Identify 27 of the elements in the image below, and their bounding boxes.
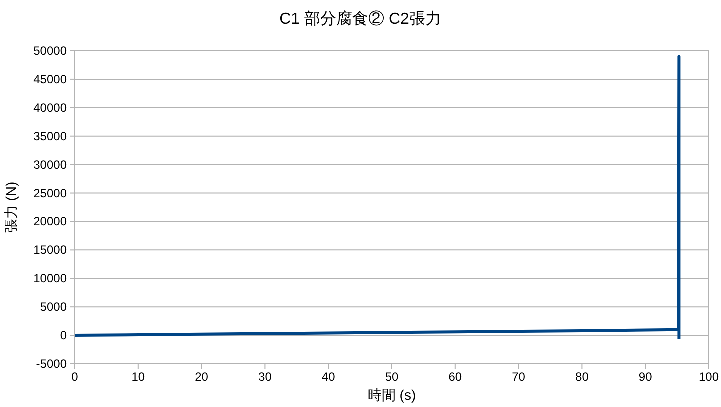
y-tick-label: 50000	[34, 44, 68, 58]
chart-title: C1 部分腐食② C2張力	[280, 10, 442, 28]
x-tick-label: 20	[195, 370, 209, 384]
y-tick-label: 5000	[40, 300, 68, 314]
y-tick-label: 25000	[34, 186, 68, 200]
x-tick-label: 100	[698, 370, 720, 384]
y-tick-label: 0	[60, 328, 68, 343]
y-tick-label: -5000	[36, 357, 68, 371]
x-tick-label: 50	[385, 370, 399, 384]
y-tick-label: 35000	[34, 129, 68, 144]
x-tick-label: 90	[638, 370, 653, 384]
y-tick-label: 10000	[34, 272, 68, 286]
x-tick-label: 80	[576, 370, 590, 384]
line-series	[74, 55, 681, 342]
y-axis-title: 張力 (N)	[3, 182, 19, 234]
x-tick-label: 10	[132, 370, 146, 384]
y-tick-label: 45000	[34, 72, 68, 86]
x-tick-label: 0	[72, 370, 79, 384]
x-axis-title: 時間 (s)	[368, 387, 416, 403]
y-tick-label: 20000	[34, 214, 68, 229]
x-tick-label: 40	[322, 370, 336, 384]
x-tick-label: 60	[448, 370, 462, 384]
y-tick-label: 30000	[34, 158, 68, 172]
y-tick-label: 40000	[34, 100, 68, 115]
x-tick-label: 30	[258, 370, 272, 384]
y-tick-label: 15000	[34, 243, 68, 258]
x-tick-label: 70	[512, 370, 526, 384]
